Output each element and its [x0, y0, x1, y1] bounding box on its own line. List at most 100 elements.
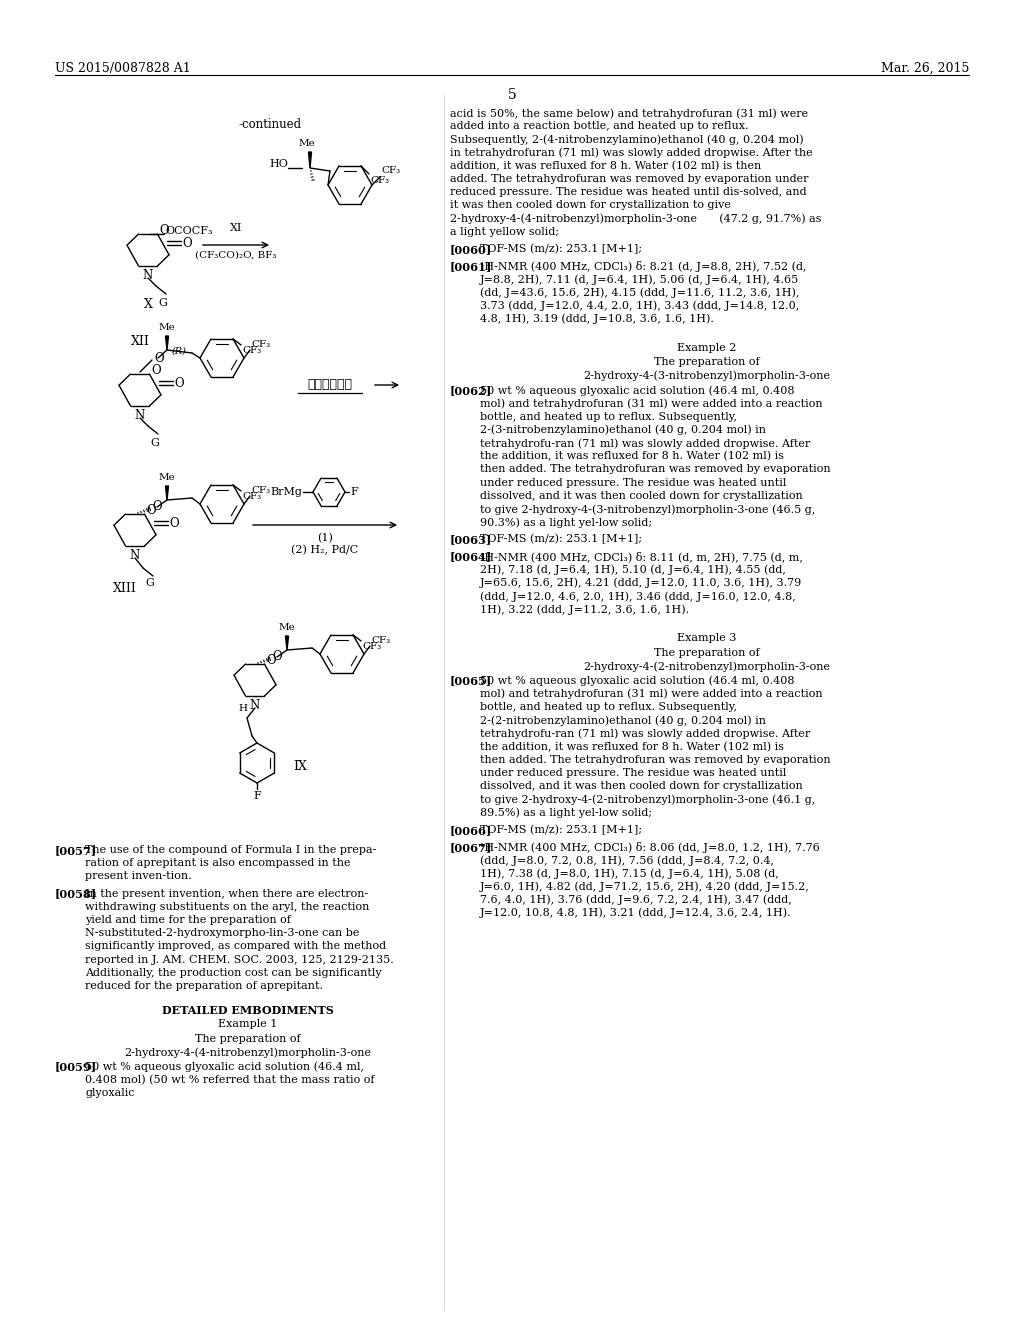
Text: Example 3: Example 3 [677, 634, 736, 643]
Text: IX: IX [293, 760, 307, 774]
Text: O: O [266, 655, 276, 668]
Text: (1): (1) [317, 533, 333, 544]
Text: 1H), 3.22 (ddd, J=11.2, 3.6, 1.6, 1H).: 1H), 3.22 (ddd, J=11.2, 3.6, 1.6, 1H). [480, 605, 689, 615]
Text: XII: XII [131, 335, 150, 348]
Text: significantly improved, as compared with the method: significantly improved, as compared with… [85, 941, 386, 952]
Text: O: O [174, 378, 184, 389]
Polygon shape [308, 152, 311, 168]
Text: (dd, J=43.6, 15.6, 2H), 4.15 (ddd, J=11.6, 11.2, 3.6, 1H),: (dd, J=43.6, 15.6, 2H), 4.15 (ddd, J=11.… [480, 288, 800, 298]
Text: O: O [152, 500, 162, 513]
Text: J=6.0, 1H), 4.82 (dd, J=71.2, 15.6, 2H), 4.20 (ddd, J=15.2,: J=6.0, 1H), 4.82 (dd, J=71.2, 15.6, 2H),… [480, 882, 810, 892]
Text: OCOCF₃: OCOCF₃ [165, 226, 213, 236]
Text: Me: Me [159, 473, 175, 482]
Text: [0067]: [0067] [450, 842, 493, 853]
Text: CF₃: CF₃ [251, 486, 270, 495]
Text: added. The tetrahydrofuran was removed by evaporation under: added. The tetrahydrofuran was removed b… [450, 174, 809, 183]
Text: mol) and tetrahydrofuran (31 ml) were added into a reaction: mol) and tetrahydrofuran (31 ml) were ad… [480, 399, 822, 409]
Text: addition, it was refluxed for 8 h. Water (102 ml) is then: addition, it was refluxed for 8 h. Water… [450, 161, 761, 172]
Text: [0057]: [0057] [55, 845, 97, 855]
Text: 2-(3-nitrobenzylamino)ethanol (40 g, 0.204 mol) in: 2-(3-nitrobenzylamino)ethanol (40 g, 0.2… [480, 425, 766, 436]
Text: Example 1: Example 1 [218, 1019, 278, 1030]
Text: Me: Me [279, 623, 295, 632]
Text: [0059]: [0059] [55, 1061, 97, 1072]
Text: O: O [146, 504, 156, 517]
Text: (2) H₂, Pd/C: (2) H₂, Pd/C [292, 545, 358, 556]
Text: [0061]: [0061] [450, 261, 493, 272]
Text: J=12.0, 10.8, 4.8, 1H), 3.21 (ddd, J=12.4, 3.6, 2.4, 1H).: J=12.0, 10.8, 4.8, 1H), 3.21 (ddd, J=12.… [480, 908, 792, 919]
Text: under reduced pressure. The residue was heated until: under reduced pressure. The residue was … [480, 768, 786, 777]
Text: mol) and tetrahydrofuran (31 ml) were added into a reaction: mol) and tetrahydrofuran (31 ml) were ad… [480, 689, 822, 700]
Text: TOF-MS (m/z): 253.1 [M+1];: TOF-MS (m/z): 253.1 [M+1]; [480, 825, 642, 836]
Text: G: G [159, 298, 168, 308]
Text: TOF-MS (m/z): 253.1 [M+1];: TOF-MS (m/z): 253.1 [M+1]; [480, 535, 642, 545]
Text: yield and time for the preparation of: yield and time for the preparation of [85, 915, 291, 925]
Text: Mar. 26, 2015: Mar. 26, 2015 [881, 62, 969, 75]
Text: bottle, and heated up to reflux. Subsequently,: bottle, and heated up to reflux. Subsequ… [480, 412, 737, 421]
Text: ration of aprepitant is also encompassed in the: ration of aprepitant is also encompassed… [85, 858, 350, 869]
Text: 2-hydroxy-4-(3-nitrobenzyl)morpholin-3-one: 2-hydroxy-4-(3-nitrobenzyl)morpholin-3-o… [584, 371, 830, 381]
Text: CF₃: CF₃ [370, 176, 389, 185]
Text: XIII: XIII [113, 582, 137, 595]
Text: N: N [130, 549, 140, 562]
Text: 1H), 7.38 (d, J=8.0, 1H), 7.15 (d, J=6.4, 1H), 5.08 (d,: 1H), 7.38 (d, J=8.0, 1H), 7.15 (d, J=6.4… [480, 869, 778, 879]
Text: 2-hydroxy-4-(2-nitrobenzyl)morpholin-3-one: 2-hydroxy-4-(2-nitrobenzyl)morpholin-3-o… [584, 661, 830, 672]
Text: O: O [160, 224, 169, 238]
Text: The preparation of: The preparation of [196, 1034, 301, 1044]
Text: N: N [250, 700, 260, 711]
Text: 2-hydroxy-4-(4-nitrobenzyl)morpholin-3-one  (47.2 g, 91.7%) as: 2-hydroxy-4-(4-nitrobenzyl)morpholin-3-o… [450, 214, 821, 224]
Text: tetrahydrofu-ran (71 ml) was slowly added dropwise. After: tetrahydrofu-ran (71 ml) was slowly adde… [480, 729, 810, 739]
Text: a light yellow solid;: a light yellow solid; [450, 227, 559, 236]
Text: to give 2-hydroxy-4-(3-nitrobenzyl)morpholin-3-one (46.5 g,: to give 2-hydroxy-4-(3-nitrobenzyl)morph… [480, 504, 815, 515]
Text: The use of the compound of Formula I in the prepa-: The use of the compound of Formula I in … [85, 845, 377, 855]
Text: reduced pressure. The residue was heated until dis-solved, and: reduced pressure. The residue was heated… [450, 187, 807, 197]
Text: 50 wt % aqueous glyoxalic acid solution (46.4 ml, 0.408: 50 wt % aqueous glyoxalic acid solution … [480, 676, 795, 686]
Text: 2H), 7.18 (d, J=6.4, 1H), 5.10 (d, J=6.4, 1H), 4.55 (dd,: 2H), 7.18 (d, J=6.4, 1H), 5.10 (d, J=6.4… [480, 565, 785, 576]
Text: 4.8, 1H), 3.19 (ddd, J=10.8, 3.6, 1.6, 1H).: 4.8, 1H), 3.19 (ddd, J=10.8, 3.6, 1.6, 1… [480, 314, 714, 325]
Text: 50 wt % aqueous glyoxalic acid solution (46.4 ml, 0.408: 50 wt % aqueous glyoxalic acid solution … [480, 385, 795, 396]
Text: X: X [143, 298, 153, 312]
Text: (ddd, J=12.0, 4.6, 2.0, 1H), 3.46 (ddd, J=16.0, 12.0, 4.8,: (ddd, J=12.0, 4.6, 2.0, 1H), 3.46 (ddd, … [480, 591, 796, 602]
Text: (ddd, J=8.0, 7.2, 0.8, 1H), 7.56 (ddd, J=8.4, 7.2, 0.4,: (ddd, J=8.0, 7.2, 0.8, 1H), 7.56 (ddd, J… [480, 855, 774, 866]
Text: [0058]: [0058] [55, 888, 97, 899]
Text: The preparation of: The preparation of [654, 648, 760, 657]
Text: DETAILED EMBODIMENTS: DETAILED EMBODIMENTS [162, 1005, 334, 1015]
Polygon shape [166, 486, 169, 500]
Text: glyoxalic: glyoxalic [85, 1088, 134, 1098]
Text: 7.6, 4.0, 1H), 3.76 (ddd, J=9.6, 7.2, 2.4, 1H), 3.47 (ddd,: 7.6, 4.0, 1H), 3.76 (ddd, J=9.6, 7.2, 2.… [480, 895, 792, 906]
Text: (R): (R) [172, 346, 186, 355]
Text: 5: 5 [508, 88, 516, 102]
Text: 50 wt % aqueous glyoxalic acid solution (46.4 ml,: 50 wt % aqueous glyoxalic acid solution … [85, 1061, 364, 1072]
Text: the addition, it was refluxed for 8 h. Water (102 ml) is: the addition, it was refluxed for 8 h. W… [480, 451, 784, 462]
Text: Me: Me [159, 323, 175, 333]
Text: dissolved, and it was then cooled down for crystallization: dissolved, and it was then cooled down f… [480, 491, 803, 500]
Text: (CF₃CO)₂O, BF₃: (CF₃CO)₂O, BF₃ [196, 251, 276, 260]
Text: G: G [145, 578, 155, 587]
Text: added into a reaction bottle, and heated up to reflux.: added into a reaction bottle, and heated… [450, 121, 749, 131]
Text: [0060]: [0060] [450, 244, 493, 255]
Text: CF₃: CF₃ [242, 346, 261, 355]
Text: 2-hydroxy-4-(4-nitrobenzyl)morpholin-3-one: 2-hydroxy-4-(4-nitrobenzyl)morpholin-3-o… [125, 1047, 372, 1057]
Text: O: O [169, 517, 179, 529]
Text: -continued: -continued [239, 117, 301, 131]
Text: then added. The tetrahydrofuran was removed by evaporation: then added. The tetrahydrofuran was remo… [480, 755, 830, 764]
Text: present inven-tion.: present inven-tion. [85, 871, 191, 882]
Text: CF₃: CF₃ [371, 636, 390, 645]
Text: dissolved, and it was then cooled down for crystallization: dissolved, and it was then cooled down f… [480, 781, 803, 791]
Text: withdrawing substituents on the aryl, the reaction: withdrawing substituents on the aryl, th… [85, 902, 370, 912]
Text: [0064]: [0064] [450, 552, 493, 562]
Text: bottle, and heated up to reflux. Subsequently,: bottle, and heated up to reflux. Subsequ… [480, 702, 737, 711]
Text: 脱氢芳樟醇钾: 脱氢芳樟醇钾 [307, 379, 352, 392]
Text: CF₃: CF₃ [362, 642, 381, 651]
Text: O: O [154, 351, 164, 364]
Text: [0065]: [0065] [450, 676, 493, 686]
Text: it was then cooled down for crystallization to give: it was then cooled down for crystallizat… [450, 201, 731, 210]
Text: N: N [143, 269, 154, 282]
Text: to give 2-hydroxy-4-(2-nitrobenzyl)morpholin-3-one (46.1 g,: to give 2-hydroxy-4-(2-nitrobenzyl)morph… [480, 795, 815, 805]
Text: The preparation of: The preparation of [654, 358, 760, 367]
Text: reported in J. AM. CHEM. SOC. 2003, 125, 2129-2135.: reported in J. AM. CHEM. SOC. 2003, 125,… [85, 954, 394, 965]
Polygon shape [166, 337, 169, 350]
Text: ¹H-NMR (400 MHz, CDCl₃) δ: 8.06 (dd, J=8.0, 1.2, 1H), 7.76: ¹H-NMR (400 MHz, CDCl₃) δ: 8.06 (dd, J=8… [480, 842, 820, 853]
Text: the addition, it was refluxed for 8 h. Water (102 ml) is: the addition, it was refluxed for 8 h. W… [480, 742, 784, 752]
Text: acid is 50%, the same below) and tetrahydrofuran (31 ml) were: acid is 50%, the same below) and tetrahy… [450, 108, 808, 119]
Text: [0066]: [0066] [450, 825, 493, 836]
